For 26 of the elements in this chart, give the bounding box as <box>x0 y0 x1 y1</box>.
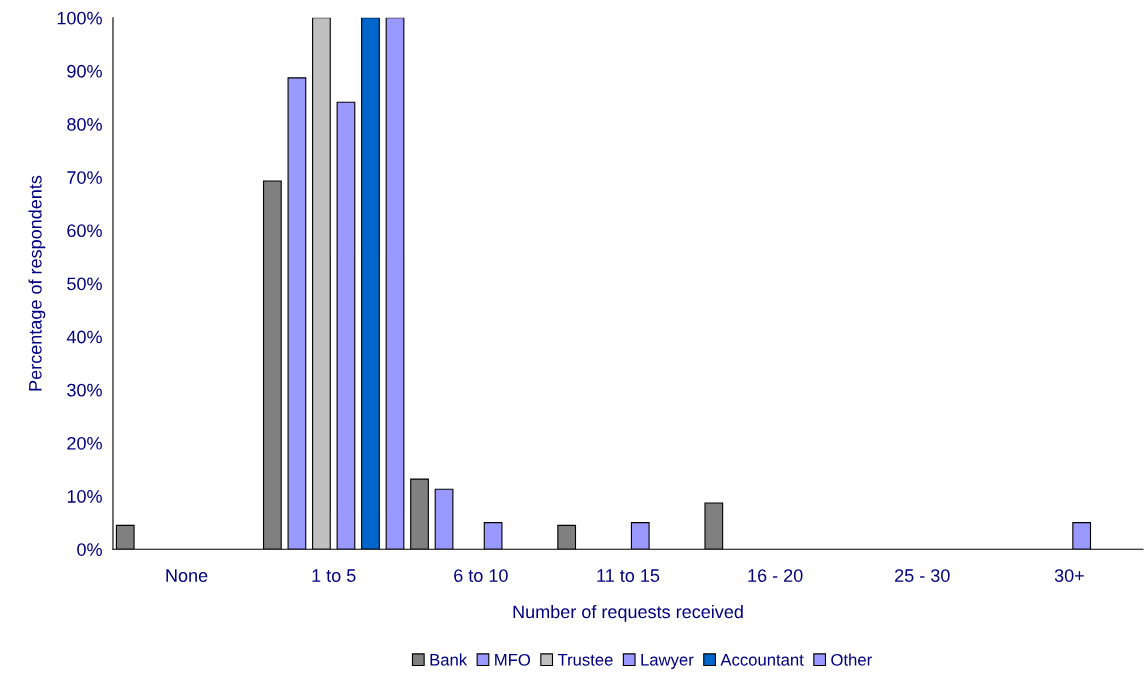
y-tick-label: 20% <box>67 436 102 450</box>
x-tick-label: 16 - 20 <box>748 569 803 582</box>
y-tick-label: 0% <box>77 543 102 556</box>
y-tick-label: 100% <box>57 11 102 25</box>
y-tick-label: 30% <box>67 383 102 397</box>
legend-label: MFO <box>495 653 531 666</box>
y-tick-label: 80% <box>67 118 102 131</box>
y-tick-label: 70% <box>67 171 102 184</box>
x-tick-label: 1 to 5 <box>312 569 356 582</box>
legend-label: Lawyer <box>641 654 694 669</box>
y-tick-label: 60% <box>67 224 102 238</box>
y-tick-label: 40% <box>66 330 102 344</box>
y-tick-label: 50% <box>67 277 102 291</box>
x-tick-label: 11 to 15 <box>597 569 660 582</box>
x-tick-label: 6 to 10 <box>454 569 508 582</box>
y-tick-label: 90% <box>67 64 102 78</box>
legend-label: Bank <box>430 653 468 666</box>
x-tick-label: None <box>166 569 208 582</box>
legend-label: Trustee <box>557 654 613 666</box>
x-tick-label: 30+ <box>1054 569 1084 582</box>
x-tick-label: 25 - 30 <box>895 569 950 582</box>
x-axis-title: Number of requests received <box>513 604 743 622</box>
legend-label: Accountant <box>720 654 804 666</box>
y-axis-title: Percentage of respondents <box>28 175 46 391</box>
legend-label: Other <box>831 653 872 666</box>
y-tick-label: 10% <box>67 490 102 503</box>
